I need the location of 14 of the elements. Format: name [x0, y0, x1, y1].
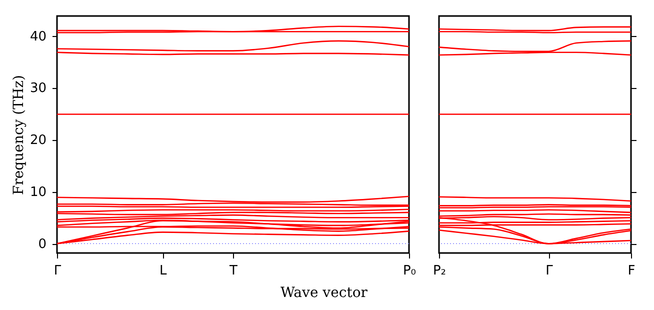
y-tick-label: 30	[30, 81, 46, 96]
x-tick-label: Γ	[54, 264, 62, 278]
y-axis-title: Frequency (THz)	[10, 74, 27, 196]
x-tick-label: P₀	[402, 264, 416, 278]
x-tick-label: L	[159, 264, 168, 278]
y-tick-label: 20	[30, 133, 46, 148]
x-tick-label: F	[628, 264, 636, 278]
x-axis-title: Wave vector	[280, 284, 368, 301]
y-tick-label: 40	[30, 29, 46, 44]
y-tick-label: 0	[38, 237, 46, 252]
x-tick-label: T	[228, 264, 238, 278]
y-tick-label: 10	[30, 185, 46, 200]
x-tick-label: P₂	[432, 264, 446, 278]
x-tick-label: Γ	[546, 264, 554, 278]
